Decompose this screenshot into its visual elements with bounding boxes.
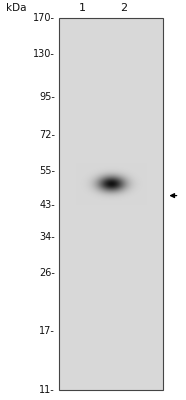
Text: 17-: 17- [39, 326, 55, 336]
Text: 2: 2 [120, 3, 127, 13]
Text: 26-: 26- [39, 268, 55, 278]
Text: 95-: 95- [39, 92, 55, 102]
Text: 55-: 55- [39, 166, 55, 176]
Text: 1: 1 [79, 3, 86, 13]
Text: 130-: 130- [33, 50, 55, 60]
Bar [59, 18, 163, 390]
Text: 170-: 170- [33, 13, 55, 23]
Text: kDa: kDa [6, 3, 26, 13]
Text: 11-: 11- [39, 385, 55, 395]
Text: 34-: 34- [39, 232, 55, 242]
Text: 43-: 43- [39, 200, 55, 210]
Text: 72-: 72- [39, 130, 55, 140]
